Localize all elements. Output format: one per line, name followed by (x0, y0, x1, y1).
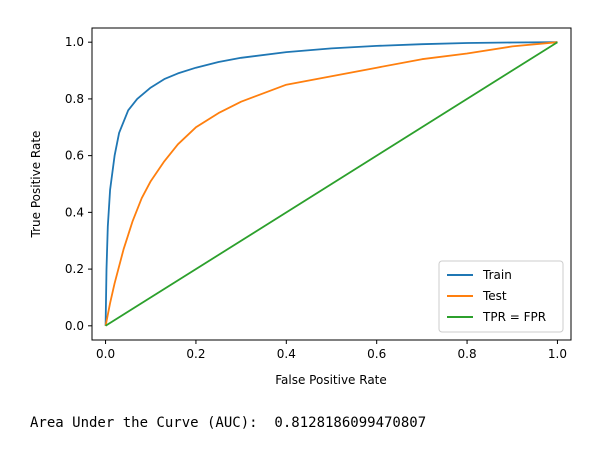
legend-label: TPR = FPR (482, 310, 546, 324)
x-tick-label: 0.8 (458, 347, 477, 361)
y-tick-label: 0.4 (65, 205, 84, 219)
plot-frame (91, 27, 572, 341)
legend-box (438, 260, 564, 333)
series-line-test (104, 41, 558, 326)
x-tick-label: 0.6 (367, 347, 386, 361)
x-axis-label: False Positive Rate (275, 373, 387, 387)
x-tick-label: 0.4 (277, 347, 296, 361)
x-tick-label: 1.0 (548, 347, 567, 361)
legend: Train Test TPR = FPR (438, 260, 564, 333)
auc-result-text: Area Under the Curve (AUC): 0.8128186099… (30, 415, 427, 431)
y-axis-ticks: 0.0 0.2 0.4 0.6 0.8 1.0 (65, 35, 92, 333)
x-axis-ticks: 0.0 0.2 0.4 0.6 0.8 1.0 (96, 340, 567, 361)
y-tick-label: 0.2 (65, 262, 84, 276)
x-tick-label: 0.2 (186, 347, 205, 361)
y-tick-label: 0.6 (65, 149, 84, 163)
series-line-train (104, 41, 558, 326)
legend-label: Train (482, 268, 512, 282)
series-line-tpr-fpr (105, 41, 558, 327)
y-tick-label: 0.0 (65, 319, 84, 333)
roc-chart: 0.0 0.2 0.4 0.6 0.8 1.0 0.0 0.2 0.4 0.6 0.8 1.0 Fa… (29, 27, 572, 387)
y-axis-label: True Positive Rate (29, 131, 43, 239)
y-tick-label: 0.8 (65, 92, 84, 106)
y-tick-label: 1.0 (65, 35, 84, 49)
x-tick-label: 0.0 (96, 347, 115, 361)
legend-label: Test (482, 289, 507, 303)
series-layer (104, 41, 558, 327)
